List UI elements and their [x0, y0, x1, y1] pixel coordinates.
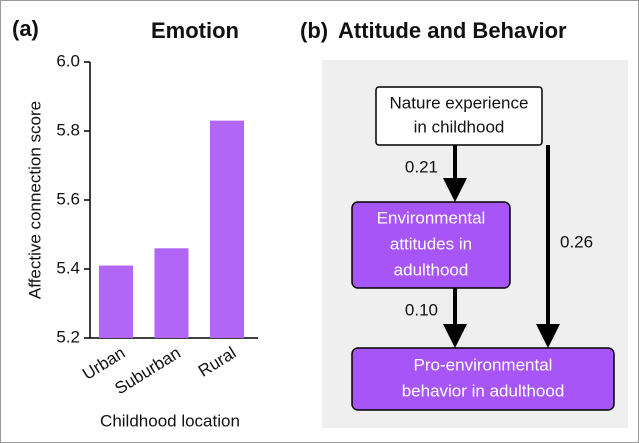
y-axis-label: Affective connection score [25, 101, 44, 299]
node [351, 201, 511, 289]
chart-title: Emotion [151, 18, 239, 43]
node [351, 347, 615, 411]
node-text: adulthood [394, 260, 469, 279]
panel-label: (b) [300, 18, 328, 43]
x-axis-label: Childhood location [100, 411, 240, 430]
bar [210, 120, 244, 339]
y-tick-label: 5.8 [56, 120, 80, 139]
diagram-title: Attitude and Behavior [338, 18, 567, 43]
node-text: attitudes in [390, 234, 472, 253]
node-text: Environmental [377, 208, 486, 227]
bar [99, 265, 133, 338]
y-tick-label: 5.2 [56, 327, 80, 346]
edge-label: 0.26 [560, 232, 593, 251]
node-text: Pro-environmental [414, 355, 553, 374]
bar [154, 248, 189, 338]
node-text: in childhood [414, 117, 505, 136]
panel-label: (a) [12, 16, 39, 41]
node [375, 86, 543, 146]
diagram: (b) Attitude and Behavior 0.21 0.10 0.26… [300, 18, 628, 428]
edge-label: 0.21 [405, 157, 438, 176]
y-tick-label: 6.0 [56, 51, 80, 70]
y-tick-label: 5.4 [56, 258, 80, 277]
node-text: behavior in adulthood [402, 381, 565, 400]
y-tick-label: 5.6 [56, 189, 80, 208]
node-text: Nature experience [390, 93, 529, 112]
edge-label: 0.10 [405, 300, 438, 319]
